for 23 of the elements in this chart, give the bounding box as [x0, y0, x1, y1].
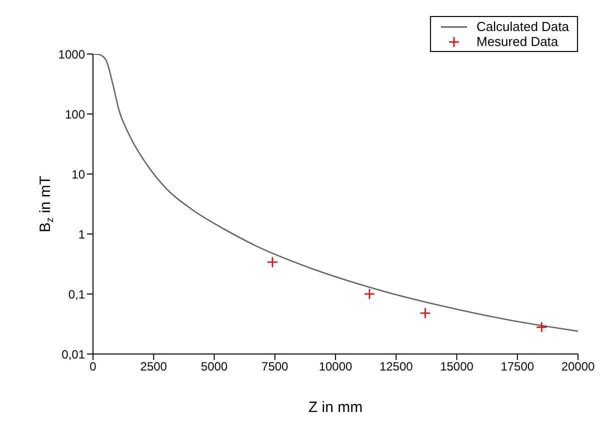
- x-tick-label: 10000: [318, 360, 353, 374]
- y-tick-label: 1: [78, 227, 86, 242]
- line-series: [93, 54, 578, 332]
- y-tick-label: 100: [64, 107, 86, 122]
- y-tick-label: 0,01: [62, 347, 86, 362]
- x-tick-label: 2500: [140, 360, 168, 374]
- y-tick-label: 1000: [58, 47, 86, 62]
- y-tick-label: 0,1: [68, 287, 86, 302]
- x-tick-label: 17500: [500, 360, 534, 374]
- x-axis-title: Z in mm: [308, 399, 363, 416]
- point: [364, 288, 376, 300]
- legend-label: Mesured Data: [476, 34, 558, 49]
- y-tick-label: 10: [72, 167, 86, 182]
- x-tick-label: 0: [90, 360, 97, 374]
- x-tick-label: 20000: [561, 360, 596, 374]
- legend-label: Calculated Data: [476, 19, 569, 34]
- x-tick-label: 12500: [379, 360, 414, 374]
- x-tick-label: 15000: [440, 360, 474, 374]
- point: [420, 307, 431, 319]
- x-tick-label: 5000: [200, 360, 228, 374]
- point: [266, 256, 278, 268]
- point: [536, 322, 548, 333]
- x-tick-label: 7500: [262, 360, 289, 374]
